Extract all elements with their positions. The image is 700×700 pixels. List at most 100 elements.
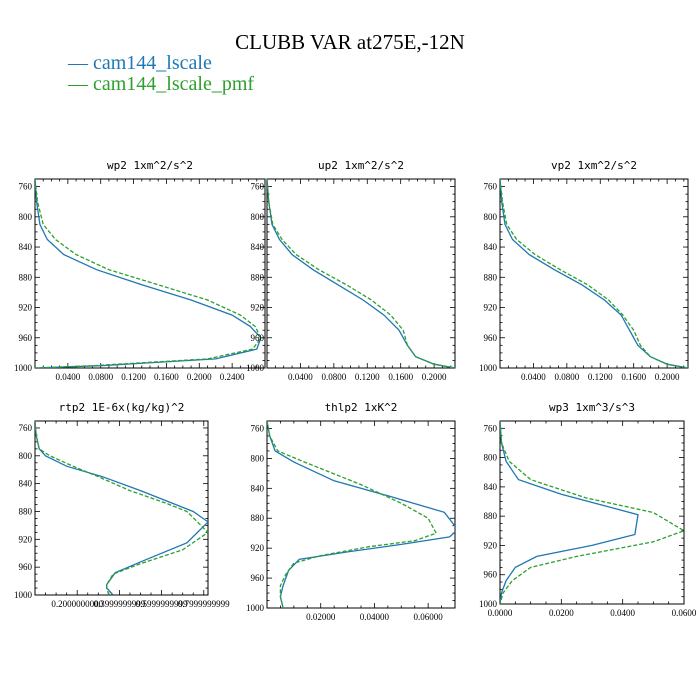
y-tick-label: 800 — [484, 453, 498, 463]
panel-title: up2 1xm^2/s^2 — [318, 159, 404, 172]
y-tick-label: 840 — [251, 483, 265, 493]
plot-frame — [34, 178, 266, 369]
x-tick-label: 0.1600 — [621, 372, 646, 382]
y-tick-label: 880 — [251, 513, 265, 523]
x-tick-label: 0.0400 — [55, 372, 80, 382]
figure-title: CLUBB VAR at275E,-12N — [235, 30, 465, 54]
x-tick-label: 0.0400 — [288, 372, 313, 382]
x-tick-label: 0.0400 — [521, 372, 546, 382]
y-tick-label: 800 — [251, 453, 265, 463]
y-tick-label: 800 — [19, 212, 33, 222]
y-tick-label: 880 — [19, 272, 33, 282]
y-tick-label: 800 — [251, 212, 265, 222]
x-tick-label: 0.0800 — [321, 372, 346, 382]
x-tick-label: 0.02000 — [306, 612, 336, 622]
x-tick-label: 0.5999999999 — [136, 599, 188, 609]
y-tick-label: 1000 — [479, 599, 498, 609]
plot-frame — [266, 420, 456, 609]
series-line-lscale — [500, 179, 688, 368]
y-tick-label: 960 — [251, 573, 265, 583]
series-line-pmf — [35, 421, 208, 595]
series-line-lscale — [267, 179, 455, 368]
y-tick-label: 960 — [484, 570, 498, 580]
y-tick-label: 760 — [251, 423, 265, 433]
x-tick-label: 0.0200 — [549, 608, 574, 618]
y-tick-label: 960 — [484, 333, 498, 343]
y-tick-label: 840 — [19, 479, 33, 489]
series-line-lscale — [500, 421, 639, 604]
y-tick-label: 880 — [19, 506, 33, 516]
y-tick-label: 840 — [484, 482, 498, 492]
y-tick-label: 800 — [19, 451, 33, 461]
panel-5: thlp2 1xK^2 760 800 840 880 920 960 1000 0.02000… — [246, 401, 456, 622]
x-tick-label: 0.7999999999 — [178, 599, 230, 609]
series-line-lscale — [267, 421, 455, 608]
x-tick-label: 0.2000 — [655, 372, 680, 382]
y-tick-label: 800 — [484, 212, 498, 222]
x-tick-label: 0.1600 — [388, 372, 413, 382]
y-tick-label: 920 — [19, 303, 33, 313]
plot-frame — [34, 420, 209, 596]
series-line-pmf — [267, 421, 438, 608]
panel-title: vp2 1xm^2/s^2 — [551, 159, 637, 172]
plot-frame — [499, 178, 689, 369]
y-tick-label: 840 — [484, 242, 498, 252]
plot-frame — [266, 178, 456, 369]
panel-3: vp2 1xm^2/s^2 760 800 840 880 920 960 1000 0.040… — [479, 159, 689, 382]
series-line-pmf — [267, 179, 455, 368]
x-tick-label: 0.0600 — [672, 608, 697, 618]
y-tick-label: 960 — [19, 562, 33, 572]
y-tick-label: 760 — [19, 423, 33, 433]
x-tick-label: 0.1600 — [154, 372, 179, 382]
y-tick-label: 840 — [19, 242, 33, 252]
y-tick-label: 920 — [484, 540, 498, 550]
series-line-lscale — [35, 421, 208, 595]
y-tick-label: 1000 — [14, 363, 33, 373]
y-tick-label: 960 — [19, 333, 33, 343]
x-tick-label: 0.3999999999 — [94, 599, 146, 609]
x-tick-label: 0.0800 — [88, 372, 113, 382]
y-tick-label: 1000 — [14, 590, 33, 600]
y-tick-label: 880 — [484, 272, 498, 282]
x-tick-label: 0.04000 — [360, 612, 390, 622]
y-tick-label: 840 — [251, 242, 265, 252]
y-tick-label: 760 — [484, 423, 498, 433]
legend-entry-pmf: — cam144_lscale_pmf — [67, 73, 254, 95]
y-tick-label: 960 — [251, 333, 265, 343]
panel-6: wp3 1xm^3/s^3 760 800 840 880 920 960 10000.000… — [479, 401, 697, 618]
y-tick-label: 1000 — [246, 363, 265, 373]
x-tick-label: 0.2400 — [220, 372, 245, 382]
panel-title: wp2 1xm^2/s^2 — [107, 159, 193, 172]
y-tick-label: 760 — [19, 182, 33, 192]
panel-2: up2 1xm^2/s^2 760 800 840 880 920 960 1000 0.040… — [246, 159, 456, 382]
panel-1: wp2 1xm^2/s^2 760 800 840 880 920 960 1000 0.040… — [14, 159, 266, 382]
y-tick-label: 880 — [251, 272, 265, 282]
x-tick-label: 0.2000 — [187, 372, 212, 382]
y-tick-label: 920 — [484, 303, 498, 313]
y-tick-label: 1000 — [479, 363, 498, 373]
panels: wp2 1xm^2/s^2 760 800 840 880 920 960 1000 0.040… — [14, 159, 697, 622]
y-tick-label: 920 — [251, 303, 265, 313]
y-tick-label: 920 — [19, 534, 33, 544]
x-tick-label: 0.1200 — [121, 372, 146, 382]
x-tick-label: 0.06000 — [414, 612, 444, 622]
x-tick-label: 0.1200 — [588, 372, 613, 382]
y-tick-label: 1000 — [246, 603, 265, 613]
panel-4: rtp2 1E-6x(kg/kg)^2 760 800 840 880 920 960 100… — [14, 401, 230, 609]
x-tick-label: 0.2000000000 — [51, 599, 103, 609]
legend-entry-lscale: — cam144_lscale — [67, 52, 212, 74]
y-tick-label: 880 — [484, 511, 498, 521]
x-tick-label: 0.0000 — [488, 608, 513, 618]
y-tick-label: 760 — [251, 182, 265, 192]
series-line-pmf — [35, 179, 262, 368]
x-tick-label: 0.2000 — [422, 372, 447, 382]
x-tick-label: 0.1200 — [355, 372, 380, 382]
x-tick-label: 0.0400 — [610, 608, 635, 618]
plot-frame — [499, 420, 685, 605]
x-tick-label: 0.0800 — [554, 372, 579, 382]
series-line-lscale — [35, 179, 262, 368]
y-tick-label: 760 — [484, 182, 498, 192]
panel-title: wp3 1xm^3/s^3 — [549, 401, 635, 414]
